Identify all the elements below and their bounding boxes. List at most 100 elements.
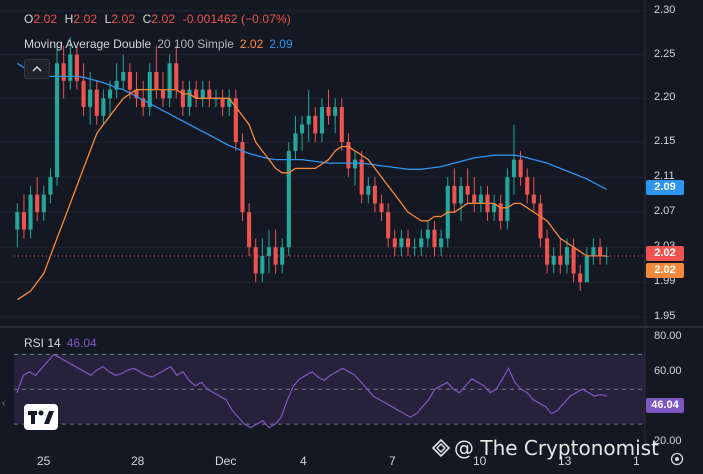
candle[interactable] [472,177,477,213]
candle[interactable] [571,238,576,283]
ma-fast-line [16,88,607,301]
candle[interactable] [114,63,119,99]
candle[interactable] [598,238,603,265]
rsi-axis-label: 80.00 [654,329,682,342]
rsi-value-tag: 46.04 [646,398,684,413]
candle[interactable] [194,80,199,108]
rsi-legend[interactable]: RSI 14 46.04 [24,336,97,350]
candle[interactable] [293,115,298,160]
candle[interactable] [74,45,79,90]
candle[interactable] [386,203,391,248]
candle[interactable] [15,203,20,248]
price-axis-label: 2.11 [654,170,675,183]
scroll-left-icon[interactable]: ‹ [2,398,6,409]
candle[interactable] [538,194,543,248]
candle[interactable] [333,98,338,134]
candle[interactable] [558,238,563,274]
tradingview-logo[interactable] [24,404,58,430]
candle[interactable] [511,124,517,195]
candle[interactable] [425,220,430,248]
candle[interactable] [531,177,536,213]
candle[interactable] [525,168,530,204]
candle[interactable] [300,115,305,151]
candle[interactable] [107,80,113,116]
candle[interactable] [578,264,583,291]
collapse-legend-button[interactable] [24,59,50,79]
candle[interactable] [187,80,192,116]
candle[interactable] [28,185,33,239]
candle[interactable] [273,229,278,274]
candle[interactable] [61,45,66,99]
candle[interactable] [505,168,510,230]
candle-body [458,185,464,204]
settings-icon[interactable] [670,452,684,466]
candle[interactable] [399,229,404,256]
price-axis-label: 1.95 [654,310,676,323]
candle[interactable] [432,220,437,256]
candle[interactable] [379,194,384,221]
candle[interactable] [412,238,417,256]
candle[interactable] [227,89,232,116]
candle[interactable] [326,89,331,125]
candle[interactable] [48,168,53,204]
candle[interactable] [498,194,503,230]
candle[interactable] [233,89,238,151]
candle[interactable] [591,238,596,265]
candle[interactable] [81,63,86,116]
candle-body [48,177,53,195]
candle[interactable] [313,107,318,143]
candle[interactable] [392,229,397,256]
candle[interactable] [247,203,252,256]
candle[interactable] [339,98,344,151]
candle[interactable] [372,177,377,213]
candle[interactable] [207,80,212,108]
candle[interactable] [240,133,245,221]
candle[interactable] [68,37,73,90]
candle[interactable] [266,229,272,274]
candle[interactable] [35,177,40,221]
candle[interactable] [167,54,172,108]
candle[interactable] [359,150,364,204]
candle[interactable] [286,142,291,256]
candle[interactable] [551,247,556,274]
candle[interactable] [458,177,464,221]
candle[interactable] [584,247,589,283]
candle-body [319,107,324,134]
candle[interactable] [545,229,550,274]
candle-body [531,194,536,204]
candle[interactable] [319,98,324,143]
candle[interactable] [154,45,159,99]
candle-body [505,177,510,221]
candle[interactable] [220,89,225,116]
candle[interactable] [405,229,411,256]
candle[interactable] [101,89,106,125]
candle[interactable] [346,133,351,178]
candle[interactable] [94,80,99,125]
ma-slow-price-tag: 2.09 [646,180,684,195]
ma-indicator-legend[interactable]: Moving Average Double 20 100 Simple 2.02 2.… [24,37,293,51]
price-axis-label: 1.99 [654,275,676,288]
candle[interactable] [465,168,470,204]
candle[interactable] [121,54,126,90]
candle[interactable] [21,194,26,239]
candle-body [591,247,596,256]
candle[interactable] [180,80,185,116]
candle-body [21,212,26,230]
candle[interactable] [41,185,46,221]
candle[interactable] [478,185,483,213]
candle[interactable] [419,229,424,256]
candle[interactable] [366,177,371,204]
candle[interactable] [260,238,265,283]
time-axis-label: Dec [215,454,237,468]
candle[interactable] [452,168,457,213]
candle[interactable] [253,238,258,283]
candle[interactable] [492,194,497,221]
candle[interactable] [439,229,444,256]
candle[interactable] [54,45,60,186]
candle[interactable] [306,89,311,143]
candle[interactable] [88,72,93,125]
candle[interactable] [352,150,358,186]
candle[interactable] [141,80,146,116]
candle[interactable] [200,80,205,108]
